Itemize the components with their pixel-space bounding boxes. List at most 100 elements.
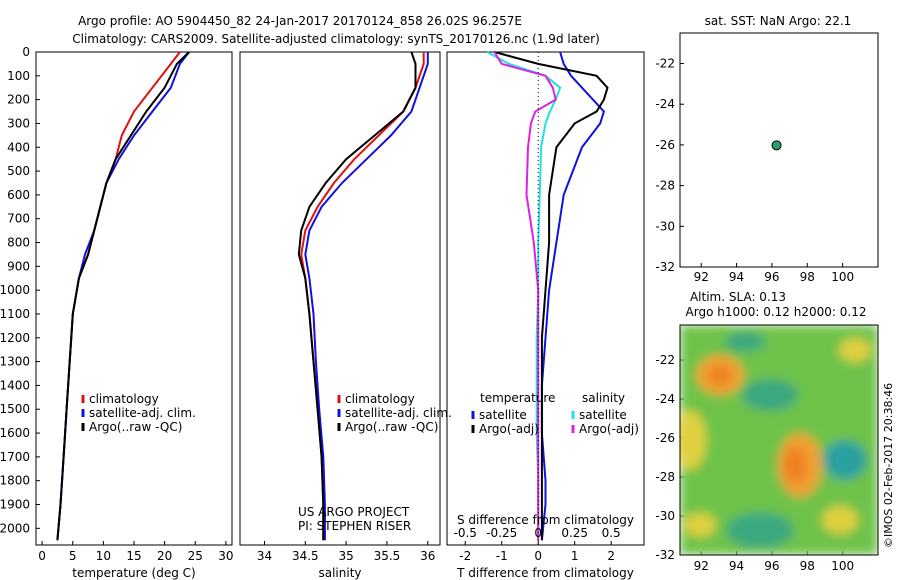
salinity-xtick-label: 34.5 <box>292 549 319 563</box>
salinity-annotation: PI: STEPHEN RISER <box>298 519 411 533</box>
location-xtick-label: 100 <box>831 270 854 284</box>
salinity-xtick-label: 35 <box>338 549 353 563</box>
temperature-xtick-label: 25 <box>188 549 203 563</box>
salinity-series-1 <box>300 52 425 541</box>
salinity-xtick-label: 36 <box>420 549 435 563</box>
difference-xtick-label: 0 <box>534 549 542 563</box>
salinity-series-3 <box>297 51 417 541</box>
salinity-panel <box>239 51 441 546</box>
location-xtick-label: 92 <box>694 270 709 284</box>
difference-series-1 <box>540 51 606 541</box>
location-panel <box>679 32 879 268</box>
temperature-xtick-label: 20 <box>157 549 172 563</box>
depth-tick-label: 0 <box>22 45 30 59</box>
depth-tick-label: 1200 <box>0 331 30 345</box>
location-ytick-label: -28 <box>655 179 675 193</box>
difference-legend-label: satellite <box>479 408 527 422</box>
location-title: sat. SST: NaN Argo: 22.1 <box>705 14 852 28</box>
temperature-xtick-label: 30 <box>218 549 233 563</box>
sla-ytick-label: -24 <box>655 392 675 406</box>
difference-series-4 <box>493 51 557 541</box>
location-ytick-label: -32 <box>655 260 675 274</box>
legend-head-salinity: salinity <box>582 391 625 405</box>
difference-xtick-label: -1 <box>496 549 508 563</box>
difference-xlabel: T difference from climatology <box>456 566 634 580</box>
difference-series-2 <box>494 51 609 541</box>
temperature-xlabel: temperature (deg C) <box>72 566 195 580</box>
s-tick-label: -0.5 <box>454 526 477 540</box>
depth-tick-label: 1300 <box>0 355 30 369</box>
salinity-xlabel: salinity <box>318 566 361 580</box>
location-ytick-label: -26 <box>655 138 675 152</box>
temperature-legend-label: climatology <box>89 392 159 406</box>
s-tick-label: 0.25 <box>561 526 588 540</box>
depth-tick-label: 700 <box>7 212 30 226</box>
s-tick-label: 0 <box>534 526 542 540</box>
salinity-legend-label: satellite-adj. clim. <box>345 406 452 420</box>
depth-tick-label: 400 <box>7 140 30 154</box>
temperature-series-3 <box>56 51 190 541</box>
depth-tick-label: 1800 <box>0 474 30 488</box>
difference-legend-label: Argo(-adj) <box>479 422 539 436</box>
legend-head-temperature: temperature <box>480 391 555 405</box>
s-difference-label: S difference from climatology <box>457 513 634 527</box>
temperature-xtick-label: 10 <box>96 549 111 563</box>
depth-tick-label: 1400 <box>0 378 30 392</box>
salinity-annotation: US ARGO PROJECT <box>298 505 410 519</box>
temperature-xtick-label: 15 <box>126 549 141 563</box>
depth-tick-label: 500 <box>7 164 30 178</box>
sla-xtick-label: 96 <box>764 559 779 573</box>
depth-tick-label: 600 <box>7 188 30 202</box>
difference-xtick-label: 1 <box>571 549 579 563</box>
credit-text: ©IMOS 02-Feb-2017 20:38:46 <box>882 383 895 548</box>
depth-tick-label: 300 <box>7 116 30 130</box>
location-xtick-label: 94 <box>729 270 744 284</box>
depth-tick-label: 900 <box>7 259 30 273</box>
temperature-series-2 <box>56 51 190 541</box>
depth-tick-label: 100 <box>7 69 30 83</box>
location-ytick-label: -24 <box>655 97 675 111</box>
temperature-legend-label: Argo(..raw -QC) <box>89 420 182 434</box>
difference-xtick-label: -2 <box>459 549 471 563</box>
location-ytick-label: -22 <box>655 57 675 71</box>
sla-xtick-label: 98 <box>800 559 815 573</box>
location-ytick-label: -30 <box>655 219 675 233</box>
salinity-xtick-label: 34 <box>257 549 272 563</box>
depth-tick-label: 1700 <box>0 450 30 464</box>
salinity-legend-label: climatology <box>345 392 415 406</box>
depth-tick-label: 1900 <box>0 498 30 512</box>
sla-ytick-label: -28 <box>655 470 675 484</box>
sla-ytick-label: -22 <box>655 353 675 367</box>
sla-ytick-label: -30 <box>655 509 675 523</box>
salinity-legend-label: Argo(..raw -QC) <box>345 420 438 434</box>
depth-tick-label: 1000 <box>0 283 30 297</box>
header-line2: Climatology: CARS2009. Satellite-adjuste… <box>72 32 600 46</box>
depth-tick-label: 800 <box>7 236 30 250</box>
sla-subtitle: Argo h1000: 0.12 h2000: 0.12 <box>686 305 867 319</box>
sla-xtick-label: 92 <box>694 559 709 573</box>
sla-ytick-label: -26 <box>655 431 675 445</box>
sla-ytick-label: -32 <box>655 548 675 562</box>
sla-xtick-label: 100 <box>831 559 854 573</box>
depth-tick-label: 2000 <box>0 521 30 535</box>
location-xtick-label: 98 <box>800 270 815 284</box>
sla-heatmap <box>680 325 878 555</box>
s-tick-label: -0.25 <box>486 526 517 540</box>
location-xtick-label: 96 <box>764 270 779 284</box>
difference-panel <box>446 51 645 546</box>
depth-tick-label: 1600 <box>0 426 30 440</box>
difference-legend-label: Argo(-adj) <box>579 422 639 436</box>
difference-legend-label: satellite <box>579 408 627 422</box>
temperature-panel <box>35 51 233 546</box>
depth-tick-label: 200 <box>7 93 30 107</box>
header-line1: Argo profile: AO 5904450_82 24-Jan-2017 … <box>78 14 522 28</box>
sla-xtick-label: 94 <box>729 559 744 573</box>
salinity-xtick-label: 35.5 <box>374 549 401 563</box>
argo-location-marker <box>771 140 782 151</box>
temperature-xtick-label: 5 <box>69 549 77 563</box>
sla-title: Altim. SLA: 0.13 <box>690 290 786 304</box>
s-tick-label: 0.5 <box>602 526 621 540</box>
difference-xtick-label: 2 <box>607 549 615 563</box>
temperature-legend-label: satellite-adj. clim. <box>89 406 196 420</box>
salinity-series-2 <box>304 52 429 541</box>
